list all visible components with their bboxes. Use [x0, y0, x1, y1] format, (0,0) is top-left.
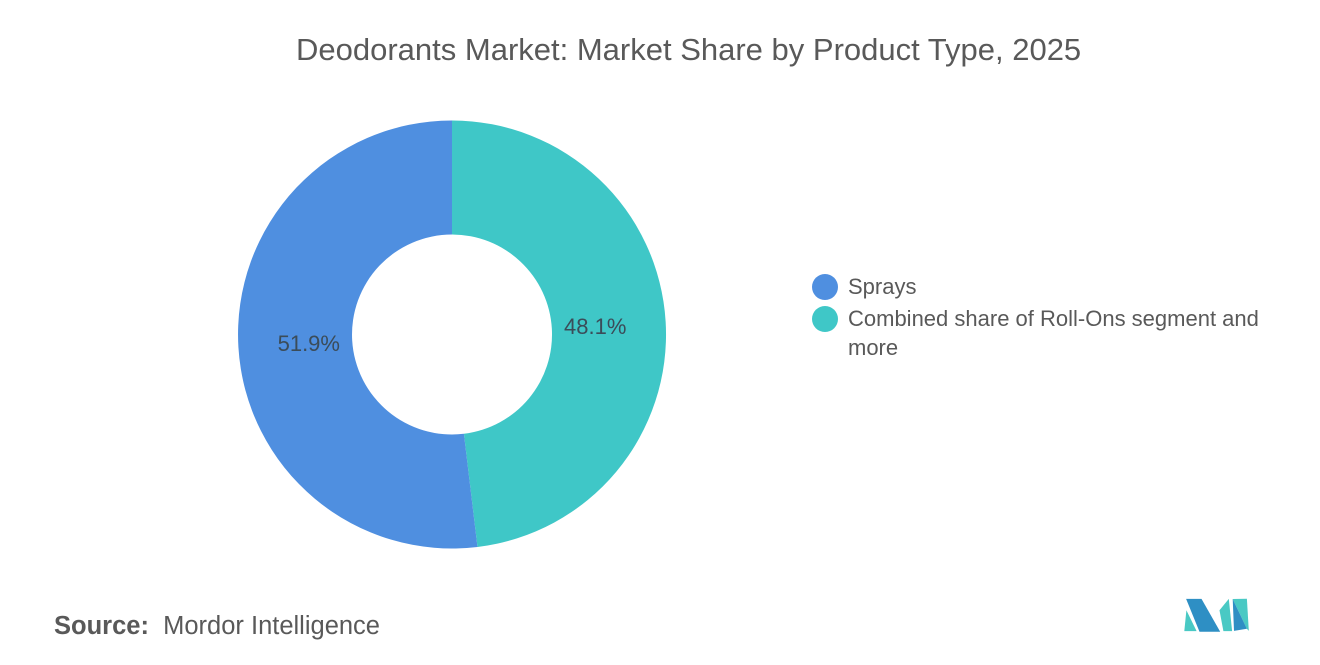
svg-text:48.1%: 48.1%: [564, 314, 626, 339]
svg-text:51.9%: 51.9%: [278, 331, 340, 356]
